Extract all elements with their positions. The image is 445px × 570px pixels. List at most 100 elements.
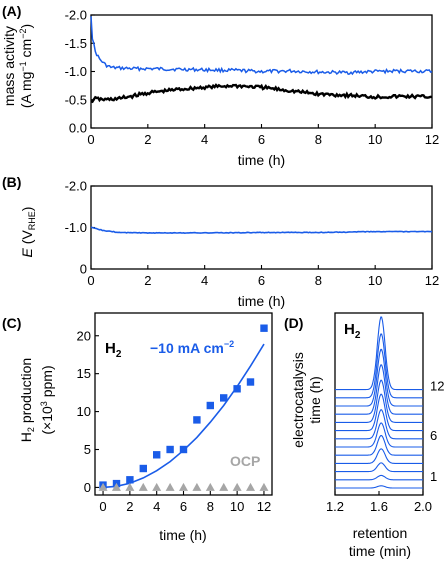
panel-c-data-point bbox=[220, 394, 228, 402]
panel-c-ocp-point bbox=[259, 482, 269, 491]
panel-a-x-tick-label: 2 bbox=[144, 132, 151, 147]
panel-a-x-tick-label: 6 bbox=[258, 132, 265, 147]
panel-d-chromatogram-trace bbox=[335, 474, 423, 481]
panel-c-ocp-point bbox=[192, 482, 202, 491]
panel-c-data-point bbox=[166, 445, 174, 454]
panel-b-ylabel: E (VRHE) bbox=[19, 207, 37, 258]
panel-b-series-line bbox=[90, 226, 433, 235]
panel-c-data-point bbox=[153, 451, 161, 459]
panel-c-ocp-point bbox=[205, 482, 215, 491]
panel-a-label: (A) bbox=[2, 3, 21, 19]
panel-c-ocp-point bbox=[138, 482, 148, 491]
panel-d-chromatogram-trace bbox=[335, 435, 423, 456]
panel-c-y-tick-label: 10 bbox=[77, 404, 91, 419]
panel-d-chromatogram-trace bbox=[335, 485, 423, 489]
panel-d-stack-label: 1 bbox=[430, 469, 437, 484]
panel-c-y-tick-label: 5 bbox=[84, 442, 91, 457]
panel-d-ylabel-line2: time (h) bbox=[307, 376, 323, 423]
panel-b-x-tick-label: 4 bbox=[201, 273, 208, 288]
panel-d-chromatogram-trace bbox=[335, 409, 423, 440]
panel-d-stack-label: 12 bbox=[430, 379, 444, 394]
panel-b-series bbox=[90, 226, 433, 235]
panel-b-axes bbox=[90, 185, 433, 270]
panel-d-ylabel-line1: electrocatalysis bbox=[290, 352, 306, 448]
panel-d-chromatogram-trace bbox=[335, 462, 423, 473]
panel-c-ocp-point bbox=[152, 482, 162, 491]
panel-b-x-tick-label: 6 bbox=[258, 273, 265, 288]
panel-c-ocp-point bbox=[98, 482, 108, 491]
panel-c-data-point bbox=[260, 324, 268, 332]
panel-c-ylabel-line2: (×103 ppm) bbox=[39, 365, 55, 434]
panel-d-chromatogram-trace bbox=[335, 364, 423, 415]
panel-d-label: (D) bbox=[284, 315, 303, 331]
panel-c-ocp-point bbox=[219, 482, 229, 491]
panel-d-x-tick-label: 1.6 bbox=[370, 499, 388, 514]
panel-d-x-tick-label: 1.2 bbox=[326, 499, 344, 514]
panel-c-y-tick-label: 15 bbox=[77, 366, 91, 381]
panel-c: (C) H2 production (×103 ppm) 0 2 4 6 8 10 12 0 5… bbox=[2, 312, 273, 543]
panel-c-current-label: −10 mA cm−2 bbox=[150, 339, 234, 356]
panel-a-series-line bbox=[90, 83, 433, 104]
panel-c-ocp-label: OCP bbox=[230, 453, 260, 469]
panel-d-chromatogram-trace bbox=[335, 333, 423, 399]
panel-c-series bbox=[98, 324, 269, 491]
panel-d-stack-label: 6 bbox=[430, 428, 437, 443]
panel-d-chromatogram-trace bbox=[335, 422, 423, 448]
panel-c-ylabel-line1: H2 production bbox=[18, 358, 36, 442]
panel-d-chromatogram-trace bbox=[335, 348, 423, 407]
panel-a-x-tick-label: 8 bbox=[315, 132, 322, 147]
panel-d-xlabel-line1: retention bbox=[353, 525, 407, 541]
panel-d-ticks: 1.2 1.6 2.0 bbox=[326, 491, 432, 514]
panel-b-x-tick-label: 0 bbox=[87, 273, 94, 288]
panel-a-ticks: 0 2 4 6 8 10 12 0.0 -0.5 -1.0 -1.5 -2.0 bbox=[65, 8, 440, 148]
panel-d-xlabel-line2: time (min) bbox=[349, 543, 411, 559]
panel-d-gas-label: H2 bbox=[344, 321, 361, 341]
panel-d-chromatogram-trace bbox=[335, 448, 423, 464]
panel-d-chromatogram-trace bbox=[335, 379, 423, 423]
panel-c-x-tick-label: 8 bbox=[207, 499, 214, 514]
panel-c-gas-label: H2 bbox=[105, 340, 122, 360]
panel-c-data-point bbox=[139, 464, 147, 473]
panel-b-x-tick-label: 12 bbox=[425, 273, 439, 288]
panel-c-data-point bbox=[126, 476, 134, 484]
panel-c-ocp-point bbox=[232, 482, 242, 491]
panel-b-x-tick-label: 2 bbox=[144, 273, 151, 288]
panel-b-y-tick-label: -2.0 bbox=[65, 179, 87, 194]
panel-b-label: (B) bbox=[2, 174, 21, 190]
panel-c-ocp-point bbox=[111, 482, 121, 491]
panel-b-ticks: 0 2 4 6 8 10 12 0 -1.0 -2.0 bbox=[65, 179, 440, 289]
panel-a-series-line bbox=[90, 16, 433, 76]
panel-b-x-tick-label: 8 bbox=[315, 273, 322, 288]
panel-c-xlabel: time (h) bbox=[159, 527, 206, 543]
panel-c-x-tick-label: 2 bbox=[126, 499, 133, 514]
panel-c-x-tick-label: 10 bbox=[230, 499, 244, 514]
panel-c-ocp-point bbox=[165, 482, 175, 491]
panel-d-x-tick-label: 2.0 bbox=[414, 499, 432, 514]
panel-c-ocp-point bbox=[179, 482, 188, 491]
panel-b: (B) E (VRHE) 0 2 4 6 8 10 12 0 -1.0 -2.0 time (h) bbox=[2, 174, 439, 309]
panel-c-data-point bbox=[193, 416, 201, 424]
panel-a-y-tick-label: -1.0 bbox=[65, 64, 87, 79]
panel-b-y-tick-label: 0 bbox=[80, 262, 87, 277]
panel-a-y-tick-label: 0.0 bbox=[69, 121, 87, 136]
panel-a-x-tick-label: 12 bbox=[425, 132, 439, 147]
panel-c-y-tick-label: 20 bbox=[77, 328, 91, 343]
panel-b-y-tick-label: -1.0 bbox=[65, 220, 87, 235]
panel-d: (D) electrocatalysis time (h) 1.2 1.6 2.0 … bbox=[284, 312, 444, 559]
panel-c-ocp-point bbox=[125, 482, 135, 491]
panel-a-x-tick-label: 10 bbox=[368, 132, 382, 147]
panel-a-series bbox=[90, 16, 433, 104]
panel-c-y-tick-label: 0 bbox=[84, 480, 91, 495]
panel-a-y-tick-label: -2.0 bbox=[65, 8, 87, 23]
panel-a-ylabel-line1: mass activity bbox=[1, 26, 17, 106]
panel-a: (A) mass activity (A mg−1 cm−2) 0 2 4 6 8 10 1… bbox=[1, 3, 439, 168]
panel-c-x-tick-label: 4 bbox=[153, 499, 160, 514]
panel-c-data-point bbox=[246, 378, 255, 386]
panel-a-y-tick-label: -0.5 bbox=[65, 92, 87, 107]
panel-b-x-tick-label: 10 bbox=[368, 273, 382, 288]
panel-c-x-tick-label: 6 bbox=[180, 499, 187, 514]
panel-c-x-tick-label: 0 bbox=[99, 499, 106, 514]
panel-b-xlabel: time (h) bbox=[238, 293, 285, 309]
